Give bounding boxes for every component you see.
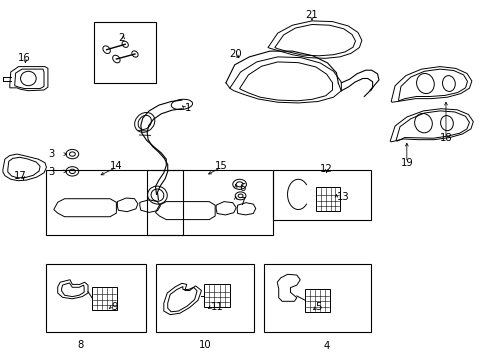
- Text: 13: 13: [336, 192, 348, 202]
- Text: 5: 5: [315, 302, 321, 312]
- Text: 9: 9: [111, 302, 118, 312]
- Text: 4: 4: [323, 341, 329, 351]
- Text: 3: 3: [48, 149, 54, 159]
- Text: 19: 19: [400, 158, 413, 168]
- Text: 21: 21: [305, 10, 318, 20]
- Text: 2: 2: [118, 33, 124, 43]
- Text: 18: 18: [439, 132, 452, 143]
- Text: 17: 17: [14, 171, 27, 181]
- Text: 10: 10: [199, 340, 211, 350]
- Text: 12: 12: [320, 164, 332, 174]
- Text: 3: 3: [48, 167, 54, 177]
- Text: 8: 8: [78, 340, 83, 350]
- Text: 1: 1: [184, 103, 191, 113]
- Text: 6: 6: [239, 183, 245, 193]
- Text: 11: 11: [211, 302, 224, 312]
- Text: 15: 15: [214, 161, 227, 171]
- Text: 14: 14: [110, 161, 122, 171]
- Text: 7: 7: [239, 197, 245, 207]
- Text: 16: 16: [18, 53, 31, 63]
- Text: 20: 20: [229, 49, 242, 59]
